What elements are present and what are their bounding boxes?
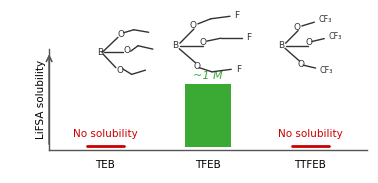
Text: CF₃: CF₃: [328, 32, 342, 41]
Text: F: F: [234, 11, 240, 20]
Text: O: O: [200, 38, 206, 47]
Text: B: B: [278, 41, 284, 50]
Text: ~1 M: ~1 M: [193, 72, 223, 81]
Text: O: O: [124, 46, 131, 55]
Y-axis label: LiFSA solubility: LiFSA solubility: [36, 60, 46, 139]
Text: F: F: [236, 65, 241, 74]
Text: No solubility: No solubility: [278, 129, 343, 139]
Text: No solubility: No solubility: [73, 129, 138, 139]
Text: O: O: [293, 23, 301, 32]
Text: O: O: [306, 38, 313, 47]
Text: B: B: [172, 41, 178, 50]
Bar: [185, 84, 231, 147]
Text: O: O: [193, 62, 200, 71]
Text: F: F: [246, 33, 251, 42]
Text: O: O: [297, 60, 304, 69]
Text: CF₃: CF₃: [319, 66, 333, 75]
Text: O: O: [116, 66, 124, 75]
Text: CF₃: CF₃: [318, 15, 332, 24]
Text: O: O: [118, 30, 125, 39]
Text: B: B: [98, 48, 104, 57]
Text: O: O: [189, 21, 196, 30]
